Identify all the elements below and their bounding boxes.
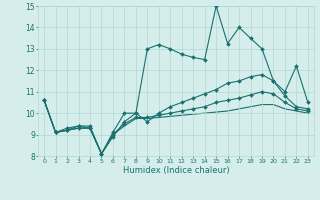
X-axis label: Humidex (Indice chaleur): Humidex (Indice chaleur) (123, 166, 229, 175)
